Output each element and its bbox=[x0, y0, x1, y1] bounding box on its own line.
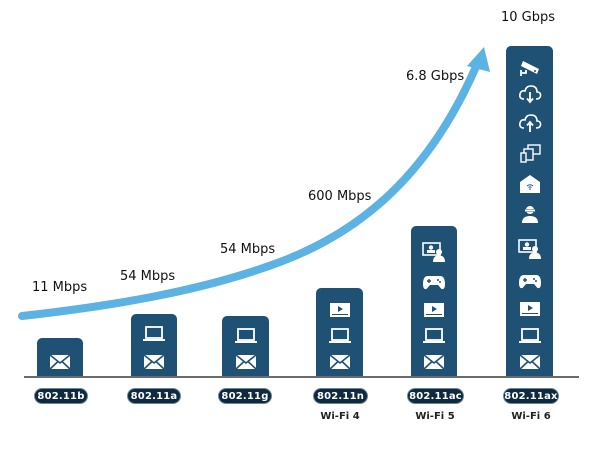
standard-label-802-11b: 802.11b bbox=[34, 388, 88, 404]
speed-label-802-11g: 54 Mbps bbox=[220, 242, 276, 257]
generation-label-wifi-5: Wi-Fi 5 bbox=[415, 411, 455, 422]
standard-label-802-11n: 802.11n bbox=[313, 388, 368, 404]
smart-home-icon bbox=[518, 174, 542, 194]
bar-802-11ac bbox=[411, 226, 457, 377]
bar-802-11a bbox=[131, 314, 177, 377]
email-icon bbox=[48, 352, 72, 372]
video-icon bbox=[422, 300, 446, 320]
cloud-download-icon bbox=[518, 84, 542, 104]
speed-label-802-11ax: 10 Gbps bbox=[501, 10, 556, 25]
bar-802-11b bbox=[37, 338, 83, 377]
standard-label-802-11ac: 802.11ac bbox=[407, 388, 464, 404]
video-icon bbox=[328, 300, 352, 320]
bar-802-11ax bbox=[506, 46, 553, 377]
speed-label-802-11b: 11 Mbps bbox=[32, 280, 88, 295]
security-camera-icon bbox=[518, 58, 542, 78]
cloud-upload-icon bbox=[518, 113, 542, 133]
gamepad-icon bbox=[518, 271, 542, 291]
email-icon bbox=[234, 352, 258, 372]
speed-label-802-11a: 54 Mbps bbox=[120, 269, 176, 284]
video-conference-icon bbox=[518, 239, 542, 259]
baseline-axis bbox=[24, 376, 579, 378]
laptop-icon bbox=[518, 326, 542, 346]
standard-label-802-11g: 802.11g bbox=[218, 388, 272, 404]
email-icon bbox=[142, 352, 166, 372]
speed-label-802-11ac: 6.8 Gbps bbox=[406, 69, 465, 84]
bar-802-11n bbox=[316, 288, 363, 377]
standard-label-802-11ax: 802.11ax bbox=[503, 388, 559, 404]
bar-802-11g bbox=[222, 316, 269, 377]
gamepad-icon bbox=[422, 272, 446, 292]
laptop-icon bbox=[142, 324, 166, 344]
speed-label-802-11n: 600 Mbps bbox=[308, 189, 372, 204]
laptop-icon bbox=[234, 326, 258, 346]
vr-headset-icon bbox=[518, 204, 542, 224]
video-icon bbox=[518, 299, 542, 319]
generation-label-wifi-4: Wi-Fi 4 bbox=[320, 411, 360, 422]
email-icon bbox=[328, 352, 352, 372]
laptop-icon bbox=[328, 326, 352, 346]
email-icon bbox=[518, 352, 542, 372]
email-icon bbox=[422, 352, 446, 372]
standard-label-802-11a: 802.11a bbox=[127, 388, 181, 404]
video-conference-icon bbox=[422, 242, 446, 262]
multi-device-icon bbox=[518, 144, 542, 164]
laptop-icon bbox=[422, 326, 446, 346]
generation-label-wifi-6: Wi-Fi 6 bbox=[511, 411, 551, 422]
